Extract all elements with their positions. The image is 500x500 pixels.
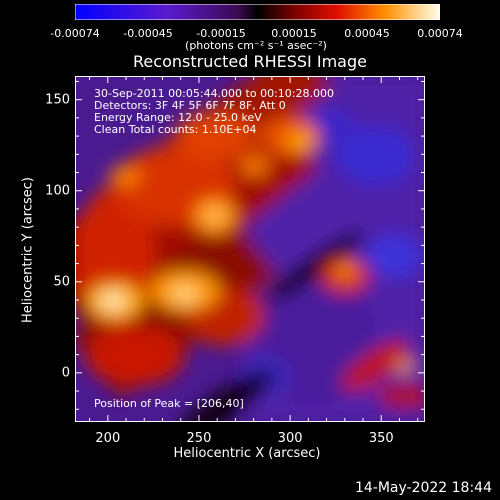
x-axis-label: Heliocentric X (arcsec) [173,446,321,461]
plot-frame [75,76,425,422]
colorbar-tick-label: -0.00074 [50,27,100,40]
y-tick-label: 100 [45,183,70,199]
colorbar-tick-label: 0.00045 [344,27,390,40]
x-tick-label: 250 [186,431,212,446]
plot-date-stamp: 14-May-2022 18:44 [354,480,492,496]
chart-title: Reconstructed RHESSI Image [133,52,367,71]
colorbar-tick-label: -0.00015 [196,27,246,40]
peak-position-label: Position of Peak = [206,40] [94,397,244,410]
x-tick-label: 200 [95,431,121,446]
x-tick-label: 300 [277,431,303,446]
annotation-detectors: Detectors: 3F 4F 5F 6F 7F 8F, Att 0 [94,99,286,112]
colorbar-tick-label: 0.00074 [417,27,463,40]
y-tick-label: 50 [53,274,70,290]
heatmap-image [75,76,425,422]
y-tick-label: 0 [61,365,70,381]
annotation-total-counts: Clean Total counts: 1.10E+04 [94,123,257,136]
colorbar-tick-label: 0.00015 [271,27,317,40]
x-tick-label: 350 [368,431,394,446]
colorbar [75,4,440,20]
colorbar-unit-label: (photons cm⁻² s⁻¹ asec⁻²) [185,39,327,52]
y-axis-label: Heliocentric Y (arcsec) [20,177,36,323]
axis-ticks [75,76,425,422]
annotation-time-range: 30-Sep-2011 00:05:44.000 to 00:10:28.000 [94,87,334,100]
y-tick-label: 150 [45,92,70,108]
heatmap-plot-area [75,76,425,422]
colorbar-tick-label: -0.00045 [123,27,173,40]
annotation-energy-range: Energy Range: 12.0 - 25.0 keV [94,111,262,124]
